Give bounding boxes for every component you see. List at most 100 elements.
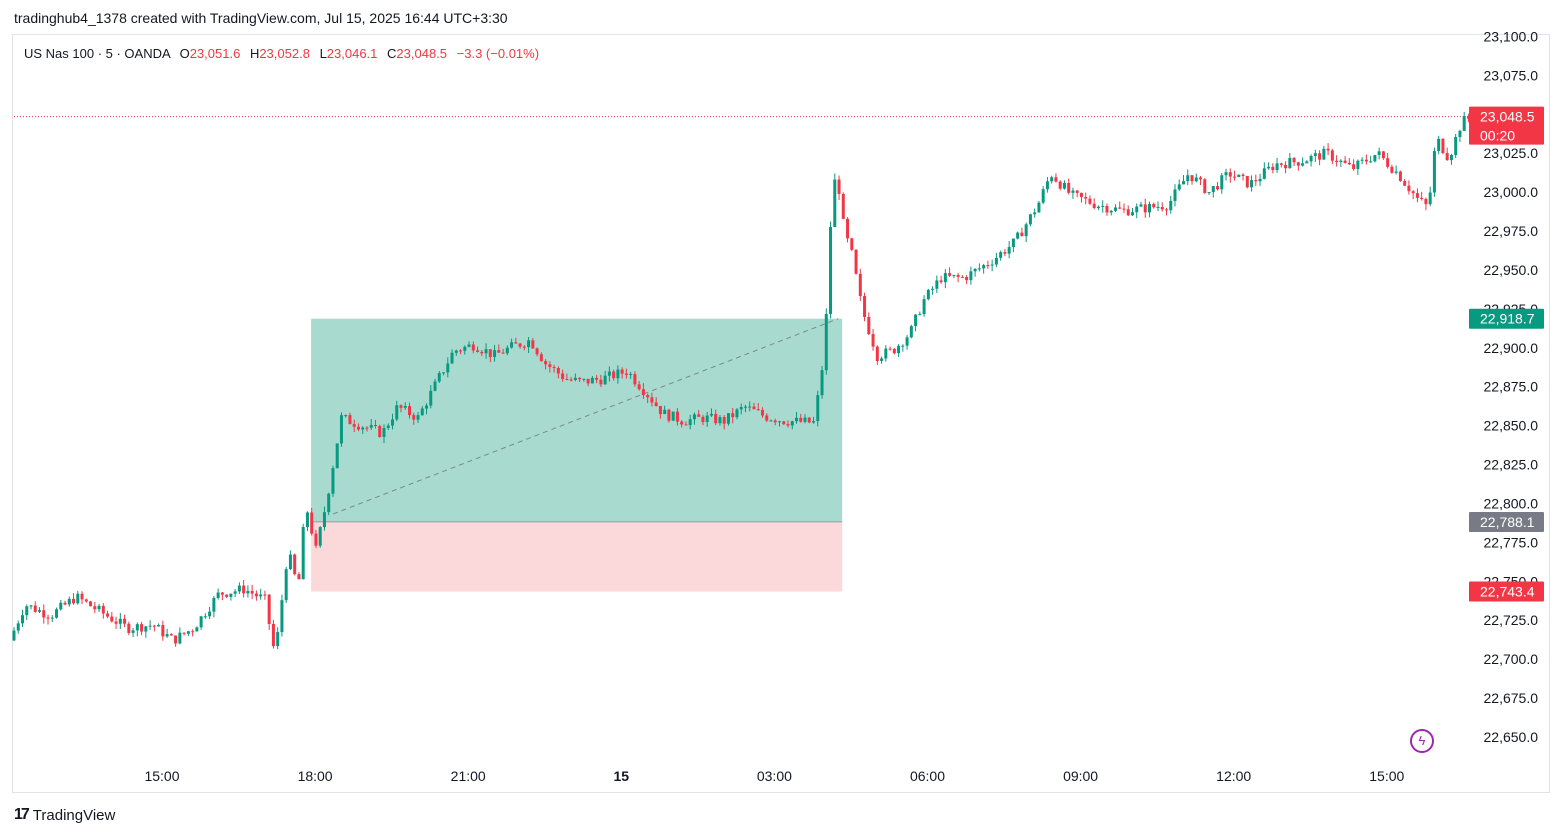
candle-body (365, 427, 369, 429)
candle (1305, 160, 1309, 164)
candle (288, 550, 292, 571)
candle-body (484, 349, 488, 354)
candle-body (880, 358, 884, 362)
candle (654, 397, 658, 407)
candle-body (531, 340, 535, 349)
candle-body (892, 348, 896, 354)
candle-body (169, 634, 173, 636)
candle (1318, 150, 1322, 166)
candle (1343, 156, 1347, 164)
candle-body (352, 424, 356, 427)
candle-body (497, 350, 501, 353)
candle-body (322, 512, 326, 528)
x-tick-label: 15:00 (1369, 768, 1404, 784)
candle-body (1228, 172, 1232, 177)
candle-body (1313, 153, 1317, 156)
candle-body (284, 569, 288, 601)
candle (416, 411, 420, 423)
candle-body (271, 623, 275, 647)
candle (1054, 173, 1058, 183)
candle (731, 407, 735, 424)
candle (1186, 169, 1190, 186)
candle (1454, 133, 1458, 159)
price-tags: 23,048.5 00:20 22,918.7 22,788.1 22,743.4 (1469, 106, 1544, 602)
candle-body (114, 621, 118, 624)
chart-frame[interactable] (12, 34, 1550, 793)
candle (114, 616, 118, 630)
candle-body (522, 346, 526, 348)
candle-body (982, 265, 986, 269)
candle (782, 420, 786, 426)
candle-body (1454, 137, 1458, 156)
candle-body (212, 597, 216, 612)
candle-body (305, 512, 309, 527)
candle (322, 506, 326, 531)
candle (909, 324, 913, 339)
candle (97, 603, 101, 612)
candle (373, 419, 377, 429)
candle-body (1347, 162, 1351, 165)
candle-body (1062, 182, 1066, 189)
candle-body (1326, 148, 1330, 151)
candle (922, 295, 926, 317)
candle (335, 443, 339, 469)
candle (850, 237, 854, 252)
high-label: H (249, 46, 260, 61)
lightning-icon[interactable]: ϟ (1410, 729, 1434, 753)
candle (123, 614, 127, 628)
candle-body (637, 384, 641, 390)
candle (633, 371, 637, 387)
candle-body (1203, 179, 1207, 193)
candle (1360, 157, 1364, 165)
candle-body (144, 626, 148, 632)
candle-body (1079, 192, 1083, 198)
candle-body (1139, 204, 1143, 207)
candle (1411, 189, 1415, 199)
candle-body (242, 585, 246, 594)
candle-body (1305, 161, 1309, 164)
candle (803, 414, 807, 424)
candle (1092, 198, 1096, 210)
candle-body (701, 416, 705, 423)
candle-body (1356, 160, 1360, 170)
candle (858, 268, 862, 302)
candle (1233, 170, 1237, 181)
candle (539, 352, 543, 362)
footer-brand[interactable]: 17 TradingView (14, 806, 115, 824)
candle-body (208, 611, 212, 617)
candle (973, 268, 977, 277)
candle-body (118, 618, 122, 624)
candle (76, 590, 80, 605)
symbol-label[interactable]: US Nas 100 · 5 · OANDA (24, 46, 170, 61)
candle-body (1420, 197, 1424, 199)
y-tick-label: 22,975.0 (1484, 223, 1539, 239)
candle (629, 371, 633, 379)
candle (1177, 179, 1181, 191)
candle (1339, 159, 1343, 167)
candle-body (948, 273, 952, 276)
candle-body (641, 389, 645, 396)
candle (1037, 200, 1041, 213)
candle-body (131, 630, 135, 633)
candle (497, 344, 501, 353)
candle-body (314, 533, 318, 546)
candle (1109, 209, 1113, 216)
candle (408, 402, 412, 419)
candle-body (16, 623, 20, 631)
candle (646, 393, 650, 404)
candle-body (301, 526, 305, 580)
candle-body (820, 370, 824, 396)
candle-body (403, 406, 407, 408)
candle (1088, 195, 1092, 206)
candle (531, 338, 535, 349)
candle-body (1233, 176, 1237, 178)
candle-body (369, 424, 373, 428)
candle-body (152, 625, 156, 627)
candle (926, 288, 930, 301)
candle-body (960, 276, 964, 278)
candle (1245, 175, 1249, 189)
candle (684, 421, 688, 426)
candle (169, 633, 173, 636)
candle (493, 344, 497, 362)
